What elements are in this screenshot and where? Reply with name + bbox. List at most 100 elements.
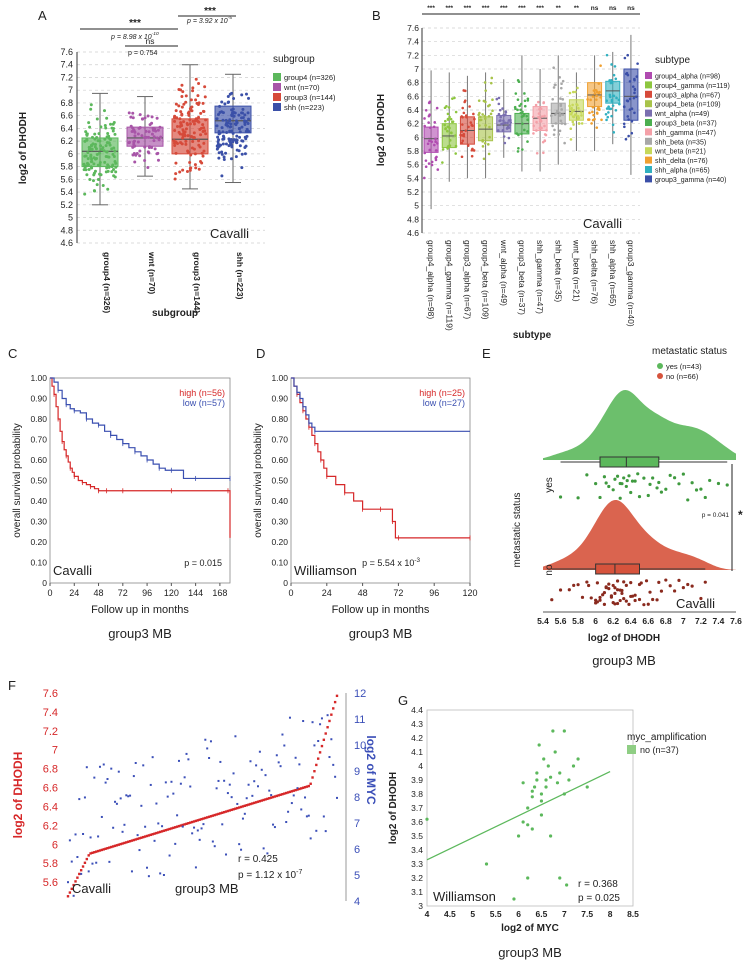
point-myc-f xyxy=(217,779,220,782)
point-dhodh-f xyxy=(155,831,158,835)
point-dhodh-f xyxy=(132,838,136,842)
point-b xyxy=(632,96,636,100)
point-b xyxy=(605,107,609,110)
point-dhodh-f xyxy=(324,732,327,735)
point-dhodh-f xyxy=(215,813,218,816)
ylabel-c: overall survival probability xyxy=(12,423,23,538)
point-b xyxy=(449,117,453,121)
point-a xyxy=(201,101,205,105)
point-b xyxy=(626,53,630,57)
point-b xyxy=(595,98,598,101)
point-b xyxy=(575,102,578,106)
point-b xyxy=(448,126,451,130)
xtick-label-e: 5.8 xyxy=(572,616,584,626)
point-a xyxy=(221,142,225,146)
point-dhodh-f xyxy=(271,795,275,799)
xtick-label-b: group4_beta (n=109) xyxy=(481,240,491,320)
point-g xyxy=(526,823,530,827)
ytick-left-f: 7 xyxy=(52,745,58,757)
point-a xyxy=(189,153,193,157)
point-b xyxy=(523,92,526,95)
point-dhodh-f xyxy=(236,806,239,810)
point-e xyxy=(567,588,571,592)
point-b xyxy=(633,78,636,82)
plot-frame-g xyxy=(426,709,634,907)
point-e xyxy=(639,581,643,585)
sig-ns-a: ns xyxy=(146,36,155,46)
point-b xyxy=(608,95,612,99)
point-dhodh-f xyxy=(254,801,258,804)
point-dhodh-f xyxy=(207,815,211,819)
point-e xyxy=(627,474,631,478)
point-myc-f xyxy=(234,735,237,738)
point-dhodh-f xyxy=(68,891,72,894)
point-a xyxy=(92,171,96,175)
point-a xyxy=(203,129,207,133)
ytick-label-b: 7.4 xyxy=(407,37,419,47)
point-myc-f xyxy=(317,740,320,743)
point-myc-f xyxy=(157,822,160,825)
point-a xyxy=(243,152,247,156)
point-b xyxy=(430,160,434,164)
point-a xyxy=(155,152,159,156)
point-b xyxy=(532,132,535,135)
point-b xyxy=(569,138,573,141)
point-a xyxy=(180,113,184,117)
point-g xyxy=(562,729,566,733)
point-g xyxy=(526,806,530,810)
xlabel-c: Follow up in months xyxy=(91,604,189,616)
point-dhodh-f xyxy=(288,790,292,794)
sig-star-b: ns xyxy=(591,5,599,12)
xtick-label-c: 72 xyxy=(118,588,128,598)
point-b xyxy=(614,108,618,112)
legend-label-c: high (n=56) xyxy=(179,388,225,398)
point-myc-f xyxy=(307,814,310,817)
point-a xyxy=(238,135,242,139)
xlabel-d: Follow up in months xyxy=(332,604,430,616)
point-a xyxy=(197,115,201,119)
point-a xyxy=(188,122,192,126)
xtick-label-e: 7.2 xyxy=(695,616,707,626)
r-value-g: r = 0.368 xyxy=(578,879,618,890)
point-b xyxy=(428,139,431,143)
point-a xyxy=(193,163,197,167)
point-b xyxy=(538,117,542,121)
point-myc-f xyxy=(119,797,122,800)
point-a xyxy=(105,150,109,154)
point-g xyxy=(558,771,562,775)
point-g xyxy=(549,775,553,779)
point-a xyxy=(230,145,234,149)
point-a xyxy=(131,116,135,120)
point-e xyxy=(686,582,690,587)
point-b xyxy=(570,106,573,110)
point-dhodh-f xyxy=(318,751,322,754)
point-a xyxy=(133,134,137,138)
point-b xyxy=(523,99,527,103)
point-b xyxy=(577,106,580,110)
ytick-label-c: 0.10 xyxy=(30,558,47,568)
point-a xyxy=(240,125,244,129)
point-g xyxy=(521,781,525,785)
point-b xyxy=(498,108,502,112)
point-myc-f xyxy=(110,767,113,770)
point-a xyxy=(184,94,188,98)
point-g xyxy=(535,778,539,782)
point-b xyxy=(557,133,560,136)
point-b xyxy=(593,92,597,95)
point-e xyxy=(598,495,602,500)
point-myc-f xyxy=(232,772,235,775)
point-a xyxy=(219,143,223,147)
point-b xyxy=(574,90,577,94)
point-g xyxy=(532,785,537,789)
point-a xyxy=(222,135,226,139)
point-a xyxy=(146,135,150,139)
point-a xyxy=(191,140,195,144)
point-dhodh-f xyxy=(253,801,256,805)
point-a xyxy=(157,138,161,142)
ytick-label-c: 1.00 xyxy=(30,373,47,383)
legend-swatch-b xyxy=(645,156,652,164)
point-e xyxy=(620,591,624,596)
point-e xyxy=(620,588,624,593)
point-b xyxy=(522,113,526,116)
point-b xyxy=(423,124,427,128)
